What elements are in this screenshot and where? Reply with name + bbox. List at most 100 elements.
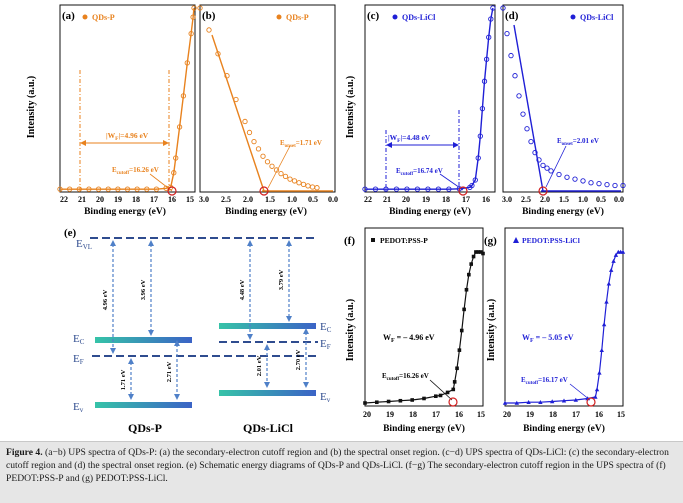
data-point bbox=[287, 176, 293, 182]
xtick-a: 21 bbox=[78, 195, 86, 204]
letter-g: (g) bbox=[484, 235, 497, 247]
data-point bbox=[548, 168, 554, 174]
axes-a bbox=[59, 4, 196, 193]
data-point bbox=[502, 400, 508, 405]
xtick-a: 18 bbox=[132, 195, 140, 204]
cut-label-a: Ecutoff=16.26 eV bbox=[112, 166, 159, 176]
ylabel-f: Intensity (a.u.) bbox=[345, 299, 356, 362]
letter-a: (a) bbox=[62, 10, 75, 22]
caption-bar: Figure 4. (a−b) UPS spectra of QDs-P: (a… bbox=[0, 441, 683, 503]
xtick-a: 16 bbox=[168, 195, 176, 204]
xtick-c: 21 bbox=[383, 195, 391, 204]
xtick-d: 1.5 bbox=[559, 195, 569, 204]
data-points-f bbox=[363, 250, 485, 405]
panel-a: Intensity (a.u.) (a) QDs-P 22 21 20 19 1… bbox=[26, 4, 197, 217]
data-point bbox=[435, 186, 442, 192]
data-point bbox=[398, 398, 403, 403]
wf-label-c: |WF|=4.48 eV bbox=[388, 133, 431, 144]
data-point bbox=[483, 56, 490, 62]
fit-line-c bbox=[365, 7, 494, 190]
onset-label-d: Eonset=2.01 eV bbox=[557, 137, 599, 147]
letter-b: (b) bbox=[202, 10, 216, 22]
data-point bbox=[425, 186, 431, 192]
xtick-g: 16 bbox=[595, 410, 603, 419]
data-point bbox=[291, 178, 298, 184]
data-point bbox=[514, 400, 519, 405]
data-point bbox=[609, 267, 614, 272]
data-point bbox=[504, 30, 510, 37]
xtick-f: 18 bbox=[409, 410, 417, 419]
axes-g bbox=[504, 227, 624, 407]
data-point bbox=[612, 182, 618, 189]
data-point bbox=[532, 149, 538, 156]
data-point bbox=[604, 299, 609, 304]
data-point bbox=[246, 129, 253, 136]
data-point bbox=[475, 155, 481, 161]
xtick-g: 17 bbox=[572, 410, 580, 419]
data-point bbox=[462, 307, 466, 312]
data-point bbox=[386, 399, 391, 404]
data-point bbox=[375, 400, 379, 405]
xticks-c: 22 21 20 19 18 17 16 bbox=[364, 195, 490, 204]
data-point bbox=[383, 186, 389, 192]
qdslicl-conduction-band bbox=[219, 323, 316, 329]
panel-f: Intensity (a.u.) (f) PEDOT:PSS-P 20 19 1… bbox=[344, 227, 485, 434]
xtick-b: 0.5 bbox=[308, 195, 318, 204]
onset-tangent-d bbox=[513, 24, 544, 192]
panel-b: (b) QDs-P 3.0 2.5 2.0 1.5 1.0 0.5 0.0 Bi… bbox=[197, 4, 338, 217]
data-point bbox=[305, 183, 311, 189]
data-point bbox=[474, 250, 478, 254]
data-point bbox=[410, 398, 414, 402]
data-point bbox=[613, 252, 619, 257]
xtick-f: 17 bbox=[432, 410, 440, 419]
caption-figure-label: Figure 4. bbox=[6, 447, 43, 458]
fit-line-f bbox=[364, 251, 484, 404]
data-point bbox=[512, 73, 518, 79]
xtick-f: 16 bbox=[455, 410, 463, 419]
xtick-c: 16 bbox=[482, 195, 490, 204]
data-point bbox=[599, 347, 604, 352]
xtick-c: 18 bbox=[442, 195, 450, 204]
data-point bbox=[481, 251, 485, 256]
data-point bbox=[260, 153, 266, 159]
data-point bbox=[115, 186, 121, 192]
data-point bbox=[414, 186, 421, 192]
xtick-b: 1.5 bbox=[265, 195, 275, 204]
data-point bbox=[540, 162, 546, 169]
xtick-a: 15 bbox=[186, 195, 194, 204]
data-point bbox=[508, 52, 514, 59]
data-point bbox=[452, 380, 457, 384]
ylabel-c: Intensity (a.u.) bbox=[345, 76, 356, 139]
caption-text: (a−b) UPS spectra of QDs-P: (a) the seco… bbox=[6, 447, 669, 484]
qdslicl-valence-band bbox=[219, 390, 316, 396]
xticks-a: 22 21 20 19 18 17 16 15 bbox=[60, 195, 194, 204]
data-point bbox=[105, 186, 111, 192]
xticks-f: 20 19 18 17 16 15 bbox=[363, 410, 485, 419]
xlabel-a: Binding energy (eV) bbox=[84, 206, 166, 217]
axes-f bbox=[364, 227, 484, 407]
data-point bbox=[176, 124, 183, 130]
data-point bbox=[372, 186, 379, 192]
data-point bbox=[457, 348, 462, 352]
xtick-g: 18 bbox=[549, 410, 557, 419]
xtick-c: 22 bbox=[364, 195, 372, 204]
data-point bbox=[479, 106, 486, 112]
letter-f: (f) bbox=[344, 235, 355, 247]
data-point bbox=[197, 5, 203, 11]
legend-marker-b bbox=[276, 14, 282, 20]
data-point bbox=[604, 181, 610, 188]
data-point bbox=[488, 16, 494, 22]
xtick-d: 1.0 bbox=[578, 195, 588, 204]
xtick-f: 15 bbox=[477, 410, 485, 419]
data-point bbox=[471, 254, 476, 259]
legend-a: QDs-P bbox=[92, 13, 115, 22]
data-point bbox=[550, 399, 555, 404]
data-point bbox=[296, 180, 302, 186]
qdsp-conduction-band bbox=[95, 337, 192, 343]
data-point bbox=[251, 138, 257, 145]
data-point bbox=[206, 27, 212, 33]
data-point bbox=[588, 180, 594, 186]
wf-arrow-head-right-a bbox=[163, 140, 169, 146]
data-point bbox=[520, 111, 526, 117]
label-ec-right: EC bbox=[320, 321, 332, 334]
